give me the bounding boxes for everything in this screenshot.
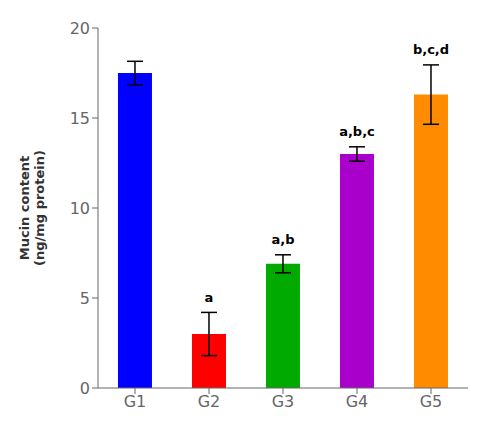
svg-text:G1: G1	[124, 392, 147, 411]
svg-text:a: a	[205, 290, 214, 305]
svg-text:a,b,c: a,b,c	[339, 124, 375, 139]
svg-text:15: 15	[70, 109, 90, 128]
svg-text:a,b: a,b	[271, 232, 294, 247]
svg-text:b,c,d: b,c,d	[413, 42, 449, 57]
svg-text:5: 5	[80, 289, 90, 308]
svg-text:0: 0	[80, 379, 90, 398]
svg-text:G5: G5	[420, 392, 443, 411]
svg-text:G4: G4	[346, 392, 369, 411]
svg-text:20: 20	[70, 19, 90, 38]
svg-text:G3: G3	[272, 392, 295, 411]
svg-text:Mucin content(ng/mg protein): Mucin content(ng/mg protein)	[17, 150, 48, 266]
svg-text:G2: G2	[198, 392, 221, 411]
svg-text:10: 10	[70, 199, 90, 218]
